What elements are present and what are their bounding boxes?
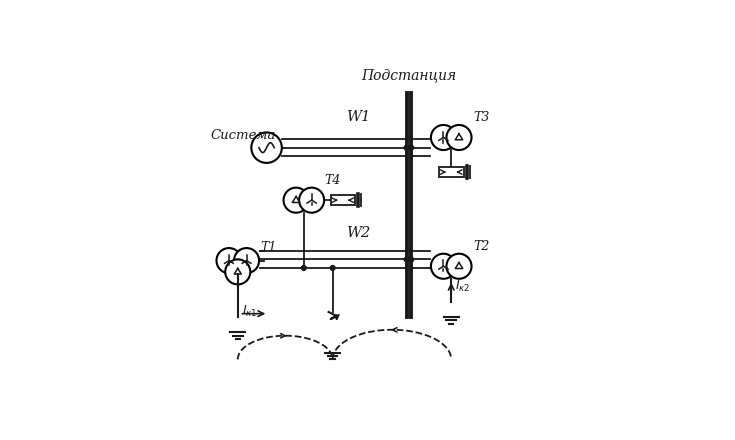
Circle shape: [409, 257, 414, 262]
Circle shape: [409, 145, 414, 150]
Circle shape: [404, 145, 409, 150]
Text: T1: T1: [261, 241, 277, 254]
Circle shape: [446, 125, 472, 150]
Text: W2: W2: [346, 227, 370, 240]
Circle shape: [299, 187, 324, 213]
Circle shape: [217, 248, 242, 273]
Text: W1: W1: [346, 110, 370, 124]
Text: T3: T3: [473, 111, 490, 124]
Circle shape: [251, 132, 282, 163]
Circle shape: [234, 248, 259, 273]
Text: Система: Система: [211, 129, 276, 142]
Circle shape: [431, 254, 456, 279]
Text: $I_{\kappa 1}$: $I_{\kappa 1}$: [242, 304, 257, 319]
Circle shape: [431, 125, 456, 150]
Text: Подстанция: Подстанция: [361, 68, 456, 82]
Bar: [439, 167, 464, 177]
Circle shape: [301, 266, 306, 270]
Text: $I_{\kappa 2}$: $I_{\kappa 2}$: [455, 279, 470, 294]
Circle shape: [404, 257, 409, 262]
Text: T2: T2: [473, 240, 490, 253]
Text: T4: T4: [324, 174, 340, 187]
Circle shape: [225, 259, 251, 284]
Bar: [331, 195, 355, 205]
Circle shape: [330, 266, 335, 270]
Circle shape: [446, 254, 472, 279]
Circle shape: [284, 187, 309, 213]
